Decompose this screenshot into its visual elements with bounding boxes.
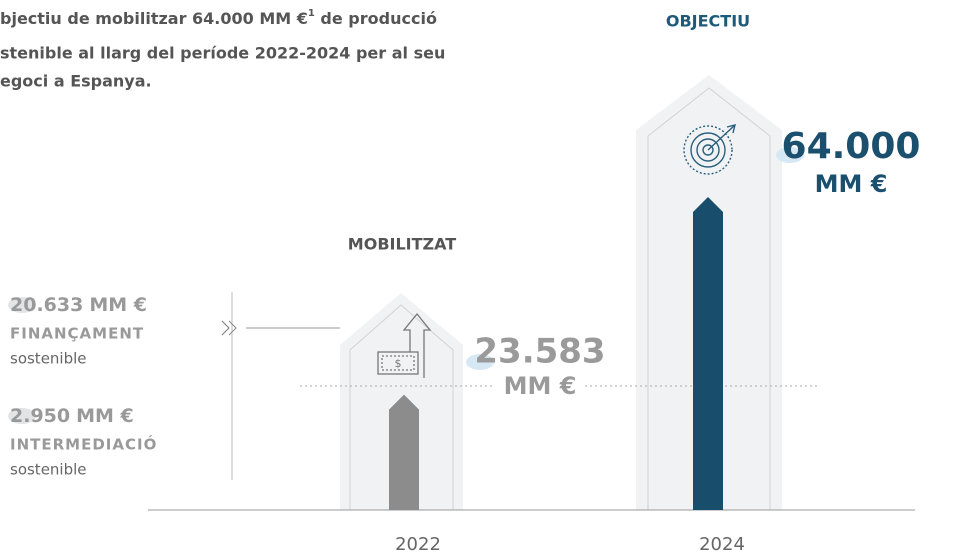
breakdown-note: sostenible [10,350,87,368]
amount-unit: MM € [76,405,134,427]
accent [8,408,36,424]
title-line: bjectiu de mobilitzar 64.000 MM €1 de pr… [0,8,437,28]
bar-label: OBJECTIU [666,12,750,31]
chevron [221,320,230,336]
amount: 2.950 MM € [10,405,134,427]
accent [8,297,36,313]
title-line: egoci a Espanya. [0,72,152,91]
svg-text:$: $ [395,357,402,370]
label-bg [495,375,585,399]
house-outline [647,87,771,510]
title-line: stenible al llarg del període 2022-2024 … [0,44,445,63]
house-outline [349,304,454,510]
accent [466,354,494,370]
amount-value: 2.950 [10,405,70,427]
amount: 20.633 MM € [10,294,147,316]
accent [776,147,804,163]
footnote-mark: 1 [308,8,315,19]
target-icon [683,124,736,175]
breakdown-label: FINANÇAMENT [10,325,144,343]
amount-value: 20.633 [10,294,83,316]
breakdown-note: sostenible [10,461,87,479]
unit-label: MM € [815,170,888,198]
bar [389,394,419,510]
unit-label: MM € [504,372,577,400]
money-icon: $ [377,312,432,378]
title-text: bjectiu de mobilitzar 64.000 MM € [0,9,308,28]
amount-unit: MM € [89,294,147,316]
bar-label: MOBILITZAT [348,235,456,254]
x-tick-label: 2022 [395,534,441,553]
value-label: 23.583 [474,332,605,372]
title-text: de producció [315,9,437,28]
bar [693,197,723,510]
breakdown-label: INTERMEDIACIÓ [10,435,157,454]
x-tick-label: 2024 [699,534,745,553]
value-label: 64.000 [782,126,921,167]
chevron [221,320,237,336]
